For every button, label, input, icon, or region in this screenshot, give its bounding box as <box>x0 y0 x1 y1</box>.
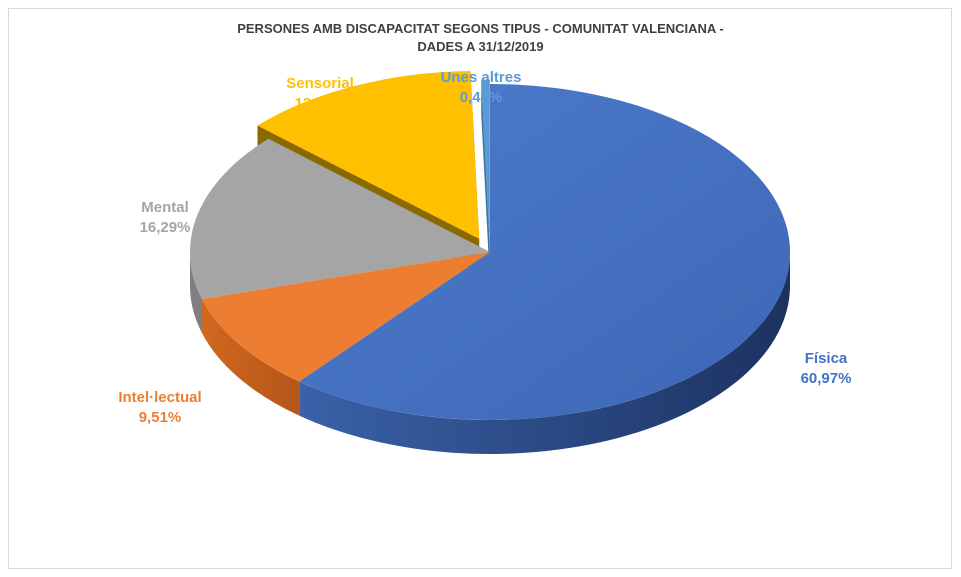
pie-slice-intel-lectual <box>202 252 490 416</box>
pie-side <box>202 299 300 416</box>
slice-value: 16,29% <box>140 219 191 236</box>
slice-label: Intel·lectual 9,51% <box>118 389 201 426</box>
pie-slice-f-sica <box>299 84 791 455</box>
pie-cut-face <box>481 79 490 282</box>
chart-title: PERSONES AMB DISCAPACITAT SEGONS TIPUS -… <box>237 21 724 36</box>
pie-top <box>189 138 490 300</box>
slice-name: Física <box>805 350 848 367</box>
slice-name: Mental <box>141 199 189 216</box>
slice-name: Intel·lectual <box>118 389 201 406</box>
slice-name: Sensorial <box>286 75 354 92</box>
pie-top <box>299 84 791 420</box>
pie-slice-mental <box>189 138 490 334</box>
slice-value: 0,46% <box>460 89 503 106</box>
slice-value: 12,77% <box>295 95 346 112</box>
pie-slice-unes-altres <box>481 79 490 282</box>
slice-value: 60,97% <box>801 370 852 387</box>
slice-label: Unes altres 0,46% <box>441 69 522 106</box>
pie-side <box>190 252 203 334</box>
pie-top <box>202 252 490 382</box>
chart-subtitle: DADES A 31/12/2019 <box>417 39 544 54</box>
slice-label: Mental 16,29% <box>140 199 191 236</box>
slice-value: 9,51% <box>139 409 182 426</box>
pie-top <box>481 79 490 248</box>
chart-title-block: PERSONES AMB DISCAPACITAT SEGONS TIPUS -… <box>0 20 961 56</box>
slice-label: Física 60,97% <box>801 350 852 387</box>
pie-side <box>299 252 791 455</box>
slice-name: Unes altres <box>441 69 522 86</box>
slice-label: Sensorial 12,77% <box>286 75 354 112</box>
pie-top <box>257 70 480 239</box>
